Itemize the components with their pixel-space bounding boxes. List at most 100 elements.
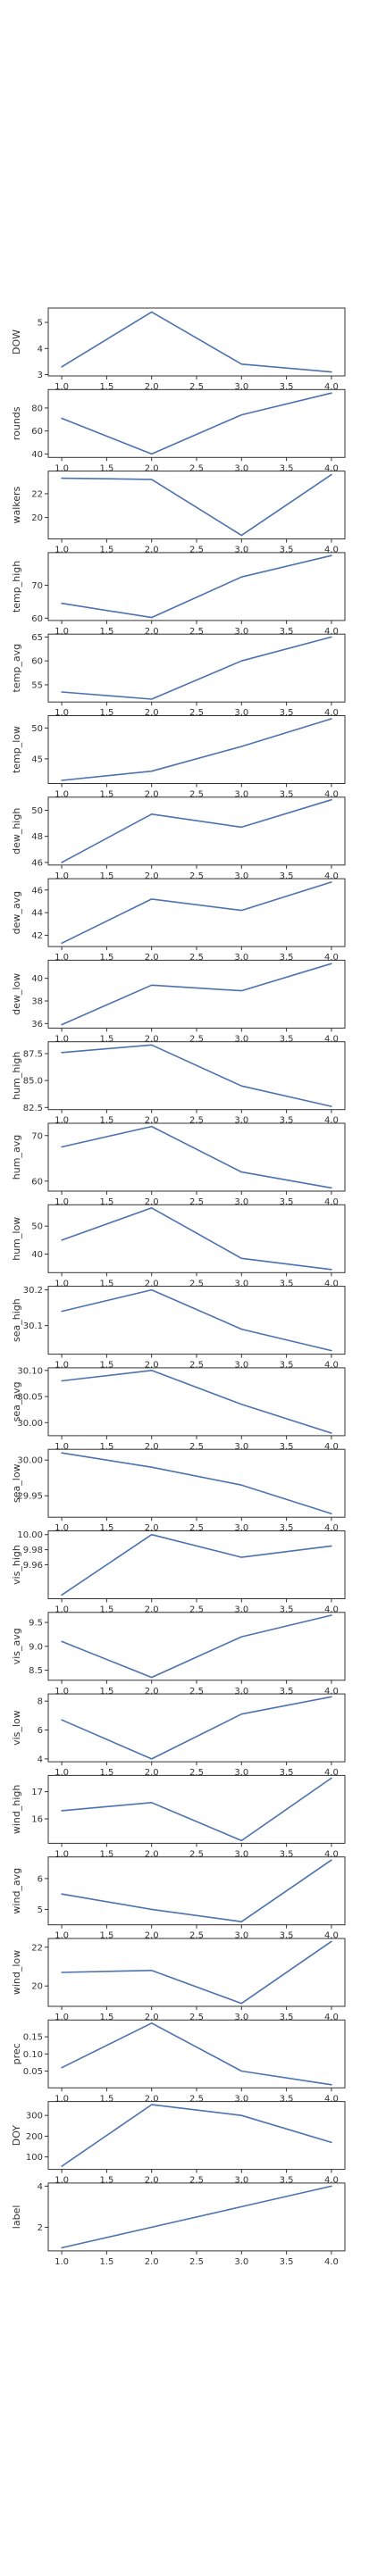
- y-tick-label: 46: [31, 858, 43, 868]
- y-tick-label: 70: [31, 1131, 43, 1141]
- series-line: [61, 554, 332, 619]
- subplot-label: 2 4 1.0 1.5 2.0 2.5 3.0 3.5 4.0 label: [11, 2182, 346, 2267]
- subplot-sea-avg: 30.00 30.05 30.10 1.0 1.5 2.0 2.5 3.0 3.5 4.0 sea_…: [11, 1366, 346, 1452]
- x-tick-label: 3.5: [280, 546, 294, 555]
- x-tick-label: 1.5: [99, 1849, 113, 1859]
- y-tick-label: 29.95: [17, 1492, 43, 1502]
- x-tick-label: 2.5: [189, 871, 204, 881]
- x-tick-label: 1.0: [55, 1442, 69, 1452]
- y-axis-label: vis_low: [11, 1710, 22, 1746]
- x-tick-label: 1.5: [99, 2094, 113, 2104]
- series-line: [61, 2185, 332, 2249]
- y-tick-label: 48: [31, 832, 43, 842]
- subplot-sea-low: 29.95 30.00 1.0 1.5 2.0 2.5 3.0 3.5 4.0 sea_low: [11, 1448, 346, 1533]
- series-line: [61, 636, 332, 700]
- x-tick-label: 2.0: [145, 1849, 159, 1859]
- x-tick-label: 4.0: [324, 1523, 339, 1533]
- y-tick-label: 0.10: [23, 2050, 43, 2060]
- axes-frame: [47, 796, 346, 866]
- y-axis-label: temp_low: [11, 726, 22, 773]
- x-tick-label: 3.0: [234, 1279, 248, 1288]
- x-tick-label: 2.5: [189, 1931, 204, 1941]
- x-tick-label: 2.0: [145, 2013, 159, 2022]
- x-tick-label: 3.0: [234, 1523, 248, 1533]
- y-axis-label: wind_avg: [11, 1868, 22, 1914]
- x-tick-label: 1.5: [99, 953, 113, 963]
- x-tick-label: 2.5: [189, 2094, 204, 2104]
- x-tick-label: 4.0: [324, 1034, 339, 1044]
- series-line: [61, 1777, 332, 1842]
- subplot-wind-high: 16 17 1.0 1.5 2.0 2.5 3.0 3.5 4.0 wind_high: [11, 1774, 346, 1859]
- y-axis-label: DOW: [11, 329, 22, 354]
- subplot-DOY: 100 200 300 1.0 1.5 2.0 2.5 3.0 3.5 4.0 DOY: [11, 2101, 346, 2186]
- x-tick-label: 3.0: [234, 708, 248, 718]
- x-tick-label: 3.5: [280, 2094, 294, 2104]
- x-tick-label: 2.5: [189, 1361, 204, 1371]
- y-axis-label: hum_high: [11, 1052, 22, 1100]
- x-tick-label: 3.5: [280, 2013, 294, 2022]
- x-tick-label: 1.5: [99, 1523, 113, 1533]
- y-tick-label: 4: [38, 345, 43, 354]
- x-tick-label: 1.0: [55, 1768, 69, 1778]
- x-tick-label: 3.5: [280, 1116, 294, 1126]
- x-tick-label: 2.0: [145, 1931, 159, 1941]
- x-tick-label: 4.0: [324, 790, 339, 800]
- y-tick-label: 87.5: [23, 1049, 43, 1059]
- y-tick-label: 50: [31, 806, 43, 816]
- x-tick-label: 3.5: [280, 1442, 294, 1452]
- x-tick-label: 3.0: [234, 1034, 248, 1044]
- y-tick-label: 22: [31, 489, 43, 499]
- subplot-wind-avg: 5 6 1.0 1.5 2.0 2.5 3.0 3.5 4.0 wind_avg: [11, 1856, 346, 1941]
- x-tick-label: 4.0: [324, 1442, 339, 1452]
- series-line: [61, 311, 332, 373]
- y-tick-label: 30.00: [17, 1456, 43, 1466]
- y-tick-label: 4: [38, 2182, 43, 2192]
- x-tick-label: 2.0: [145, 790, 159, 800]
- y-tick-label: 46: [31, 886, 43, 896]
- y-tick-label: 2: [38, 2223, 43, 2233]
- y-tick-label: 55: [31, 680, 43, 690]
- axes-frame: [47, 959, 346, 1029]
- x-tick-label: 3.5: [280, 2176, 294, 2186]
- x-tick-label: 2.0: [145, 2257, 159, 2267]
- x-tick-label: 1.0: [55, 1849, 69, 1859]
- x-tick-label: 2.5: [189, 1768, 204, 1778]
- x-tick-label: 1.0: [55, 2176, 69, 2186]
- x-tick-label: 1.5: [99, 790, 113, 800]
- y-axis-label: sea_avg: [11, 1381, 22, 1421]
- y-tick-label: 8.5: [29, 1666, 43, 1676]
- x-tick-label: 1.0: [55, 1523, 69, 1533]
- axes-frame: [47, 1530, 346, 1599]
- y-tick-label: 38: [31, 997, 43, 1007]
- y-tick-label: 300: [26, 2112, 43, 2122]
- axes-frame: [47, 1122, 346, 1192]
- series-line: [61, 2022, 332, 2086]
- x-tick-label: 2.0: [145, 546, 159, 555]
- x-tick-label: 4.0: [324, 1931, 339, 1941]
- x-tick-label: 3.5: [280, 1687, 294, 1696]
- x-tick-label: 4.0: [324, 627, 339, 637]
- x-tick-label: 1.0: [55, 1931, 69, 1941]
- x-tick-label: 4.0: [324, 953, 339, 963]
- x-tick-label: 2.5: [189, 2176, 204, 2186]
- y-axis-label: rounds: [11, 406, 22, 440]
- x-tick-label: 2.0: [145, 1442, 159, 1452]
- x-tick-label: 3.0: [234, 1849, 248, 1859]
- x-tick-label: 1.0: [55, 2094, 69, 2104]
- x-tick-label: 3.5: [280, 1605, 294, 1615]
- y-tick-label: 80: [31, 404, 43, 413]
- subplot-hum-high: 82.5 85.0 87.5 1.0 1.5 2.0 2.5 3.0 3.5 4.0 hum_hig…: [11, 1041, 346, 1126]
- x-tick-label: 4.0: [324, 1768, 339, 1778]
- subplot-dew-low: 36 38 40 1.0 1.5 2.0 2.5 3.0 3.5 4.0 dew_low: [11, 959, 346, 1044]
- x-tick-label: 4.0: [324, 1279, 339, 1288]
- x-tick-label: 3.5: [280, 382, 294, 392]
- y-tick-label: 3: [38, 371, 43, 380]
- y-tick-label: 70: [31, 581, 43, 591]
- y-tick-label: 22: [31, 1943, 43, 1953]
- x-tick-label: 2.0: [145, 1197, 159, 1207]
- x-tick-label: 1.0: [55, 1605, 69, 1615]
- series-line: [61, 1696, 332, 1760]
- y-tick-label: 0.15: [23, 2033, 43, 2043]
- x-tick-label: 3.0: [234, 953, 248, 963]
